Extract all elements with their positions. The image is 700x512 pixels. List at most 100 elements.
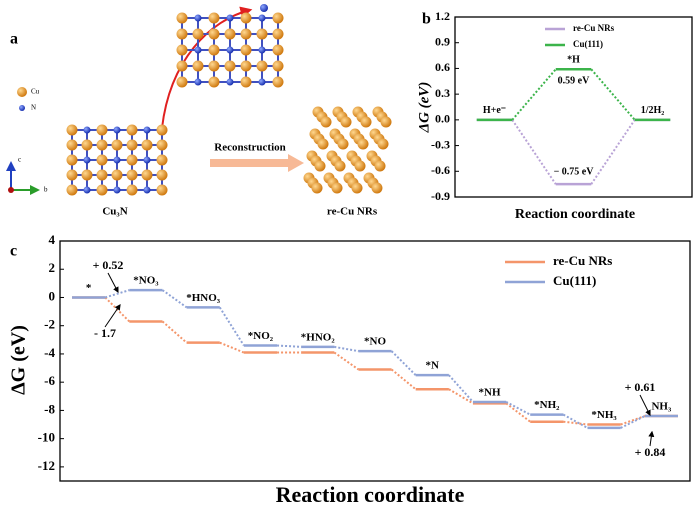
value-label: − 0.75 eV: [554, 166, 595, 177]
cu-legend-atom: [17, 87, 27, 97]
n-atom: [226, 14, 234, 22]
cu-atom: [96, 154, 108, 166]
cu-atom: [208, 44, 220, 56]
annotation-arrow: [107, 272, 119, 294]
cu-atom: [81, 139, 93, 151]
plot-frame: [59, 240, 691, 482]
legend-label: re-Cu NRs: [553, 253, 612, 268]
n-atom: [83, 186, 91, 194]
y-tick-label: 0: [49, 288, 56, 303]
connector: [104, 289, 130, 299]
cu-atom: [272, 76, 284, 88]
cu-atom: [96, 139, 108, 151]
y-tick-label: -12: [38, 458, 55, 473]
n-legend-atom: [19, 105, 25, 111]
y-tick-label: -2: [44, 317, 55, 332]
y-tick-label: 4: [49, 232, 56, 247]
cu-atom: [208, 28, 220, 40]
cu-atom: [380, 116, 392, 128]
category-label: *NH₂: [534, 399, 560, 411]
cu-atom: [176, 28, 188, 40]
arrow-head: [288, 154, 304, 172]
axis-label: b: [44, 186, 48, 194]
cu-atom: [176, 76, 188, 88]
connector: [448, 388, 474, 405]
cu-atom: [176, 44, 188, 56]
y-tick-label: -4: [44, 345, 55, 360]
n-atom: [258, 14, 266, 22]
category-label: H+e⁻: [483, 105, 506, 116]
n-atom: [258, 78, 266, 86]
cu-atom: [240, 76, 252, 88]
cu-atom: [272, 60, 284, 72]
connector: [590, 68, 636, 121]
cu-atom: [96, 124, 108, 136]
connector: [333, 351, 359, 371]
n-atom: [258, 46, 266, 54]
cu-atom: [317, 138, 329, 150]
cu-atom: [192, 60, 204, 72]
annotation: + 0.84: [635, 445, 666, 459]
connector: [218, 306, 245, 347]
legend-label: re-Cu NRs: [573, 23, 615, 33]
cu-atom: [66, 124, 78, 136]
y-axis-title: ΔG (eV): [416, 82, 432, 134]
y-tick-label: -8: [44, 401, 55, 416]
cu-atom: [111, 139, 123, 151]
y-axis-title: ΔG (eV): [8, 325, 30, 395]
cu-atom: [126, 169, 138, 181]
n-atom: [260, 4, 268, 12]
n-atom: [143, 156, 151, 164]
structure-label: Cu₃N: [102, 206, 127, 218]
cu-atom: [360, 116, 372, 128]
category-label: 1/2H₂: [641, 105, 665, 116]
cu-atom: [256, 28, 268, 40]
n-atom: [194, 46, 202, 54]
cu-atom: [141, 139, 153, 151]
cu-atom: [337, 138, 349, 150]
y-tick-label: 2: [49, 260, 56, 275]
connector: [448, 374, 474, 403]
category-label: *HNO₃: [186, 292, 221, 304]
connector: [219, 341, 245, 354]
cu-atom: [272, 44, 284, 56]
connector: [505, 402, 531, 423]
cu-atom: [176, 12, 188, 24]
panel-letter: a: [10, 31, 18, 48]
cu-atom: [156, 154, 168, 166]
cu-atom: [126, 184, 138, 196]
cu-atom: [357, 138, 369, 150]
cu-atom: [272, 28, 284, 40]
arrow-label: Reconstruction: [214, 142, 286, 154]
category-label: NH₃: [651, 401, 672, 413]
cu-atom: [240, 44, 252, 56]
category-label: *NH: [479, 386, 501, 398]
y-tick-label: 0.0: [435, 112, 450, 126]
n-atom: [143, 126, 151, 134]
cu-atom: [240, 28, 252, 40]
removal-arrow: [161, 6, 253, 129]
n-atom: [143, 186, 151, 194]
cu-atom: [66, 154, 78, 166]
connector: [563, 420, 588, 426]
axis-origin: [8, 187, 14, 193]
cu-atom: [126, 139, 138, 151]
category-label: *NO₃: [133, 275, 159, 287]
n-atom: [226, 78, 234, 86]
cu-atom: [96, 184, 108, 196]
cu-atom: [126, 124, 138, 136]
cu-atom: [371, 182, 383, 194]
cu-atom: [334, 160, 346, 172]
structure-label: re-Cu NRs: [327, 206, 378, 218]
legend-label: N: [31, 104, 36, 112]
cu-atom: [66, 184, 78, 196]
connector: [277, 344, 302, 348]
connector: [161, 320, 188, 344]
n-atom: [113, 126, 121, 134]
n-atom: [83, 126, 91, 134]
n-atom: [226, 46, 234, 54]
cu-atom: [240, 60, 252, 72]
connector: [620, 415, 646, 426]
annotation: + 0.61: [625, 380, 656, 394]
cu-atom: [156, 124, 168, 136]
